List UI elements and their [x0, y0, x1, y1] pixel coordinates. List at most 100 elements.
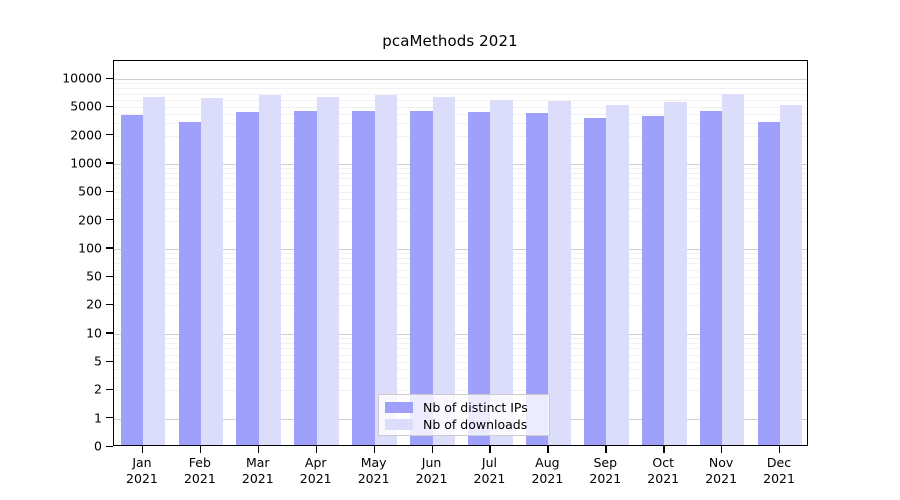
y-tick-mark: [106, 162, 113, 164]
gridline-minor: [114, 123, 807, 125]
gridline-minor: [114, 284, 807, 286]
x-tick-mark: [721, 446, 723, 453]
y-tick-label: 1: [94, 410, 102, 426]
bar-downloads: [258, 94, 282, 445]
gridline-minor: [114, 368, 807, 370]
legend-item-downloads: Nb of downloads: [385, 416, 543, 433]
gridline-minor: [114, 93, 807, 95]
y-tick-label: 50: [86, 268, 102, 284]
gridline-minor: [114, 269, 807, 271]
gridline-minor: [114, 354, 807, 356]
gridline-minor: [114, 83, 807, 85]
x-tick-mark: [315, 446, 317, 453]
x-tick-label: Jul 2021: [473, 455, 506, 486]
gridline-minor: [114, 348, 807, 350]
x-tick-mark: [779, 446, 781, 453]
legend-label: Nb of distinct IPs: [423, 400, 528, 415]
legend-item-ips: Nb of distinct IPs: [385, 399, 543, 416]
bar-downloads: [374, 94, 397, 445]
x-tick-mark: [605, 446, 607, 453]
y-tick-mark: [106, 190, 113, 193]
gridline-minor: [114, 338, 807, 340]
x-tick-mark: [547, 446, 549, 453]
bar-distinct-ips: [583, 118, 607, 445]
x-tick-label: Jan 2021: [126, 455, 158, 486]
x-tick-label: Oct 2021: [647, 455, 680, 486]
x-tick-mark: [489, 446, 491, 453]
y-tick-mark: [106, 219, 113, 221]
y-tick-mark: [106, 134, 113, 136]
x-tick-label: Apr 2021: [299, 455, 332, 486]
y-tick-mark: [106, 247, 113, 249]
x-tick-label: Dec 2021: [763, 455, 795, 486]
y-tick-label: 10000: [62, 70, 102, 86]
gridline-major: [114, 79, 807, 80]
gridline-minor: [114, 253, 807, 255]
x-tick-mark: [373, 446, 375, 453]
gridline-minor: [114, 192, 807, 194]
bar-distinct-ips: [294, 111, 317, 445]
y-tick-label: 1000: [70, 155, 102, 171]
bar-distinct-ips: [699, 110, 723, 445]
gridline-minor: [114, 99, 807, 101]
x-tick-mark: [431, 446, 433, 453]
chart-legend: Nb of distinct IPs Nb of downloads: [378, 394, 550, 436]
gridline-minor: [114, 292, 807, 294]
y-tick-mark: [106, 77, 113, 79]
gridline-minor: [114, 362, 807, 364]
gridline-major: [114, 333, 807, 335]
x-tick-mark: [257, 446, 260, 453]
gridline-minor: [114, 257, 807, 259]
bar-distinct-ips: [410, 111, 433, 445]
y-tick-mark: [106, 332, 113, 334]
bar-distinct-ips: [120, 114, 143, 445]
y-tick-label: 5000: [70, 98, 102, 114]
y-tick-label: 2000: [70, 127, 102, 143]
x-tick-label: Sep 2021: [589, 455, 622, 486]
gridline-minor: [114, 263, 807, 265]
bar-downloads: [490, 99, 513, 445]
gridline-minor: [114, 107, 807, 109]
gridline-minor: [114, 173, 807, 175]
bar-distinct-ips: [641, 115, 665, 445]
y-tick-mark: [106, 275, 113, 277]
y-tick-label: 10: [86, 325, 102, 341]
bar-downloads: [664, 102, 687, 445]
gridline-minor: [114, 342, 807, 344]
y-tick-label: 200: [78, 212, 102, 228]
gridline-minor: [114, 220, 807, 222]
y-tick-label: 5: [94, 353, 102, 369]
bar-distinct-ips: [352, 111, 375, 445]
bar-downloads: [316, 96, 339, 445]
gridline-minor: [114, 184, 807, 186]
y-tick-mark: [106, 388, 113, 391]
x-tick-label: Jun 2021: [415, 455, 448, 486]
x-tick-label: Aug 2021: [531, 455, 564, 486]
plot-area: [113, 60, 808, 446]
chart-title: pcaMethods 2021: [382, 32, 518, 50]
gridline-minor: [114, 208, 807, 209]
bar-downloads: [142, 97, 166, 445]
gridline-minor: [114, 390, 807, 392]
gridline-minor: [114, 168, 807, 170]
gridline-major: [114, 163, 807, 165]
x-tick-label: May 2021: [357, 455, 390, 486]
y-tick-label: 100: [78, 240, 102, 256]
bar-downloads: [606, 105, 629, 445]
bar-distinct-ips: [757, 122, 781, 445]
y-tick-mark: [106, 417, 113, 419]
bar-distinct-ips: [178, 122, 201, 445]
y-tick-label: 20: [86, 296, 102, 312]
y-tick-label: 0: [94, 438, 102, 454]
bar-downloads: [780, 104, 803, 445]
bar-downloads: [432, 96, 455, 445]
x-tick-mark: [663, 446, 665, 453]
bar-downloads: [548, 101, 571, 445]
legend-swatch-icon: [385, 402, 413, 413]
y-tick-label: 500: [78, 183, 102, 199]
bar-downloads: [722, 93, 745, 445]
x-tick-mark: [199, 446, 202, 453]
